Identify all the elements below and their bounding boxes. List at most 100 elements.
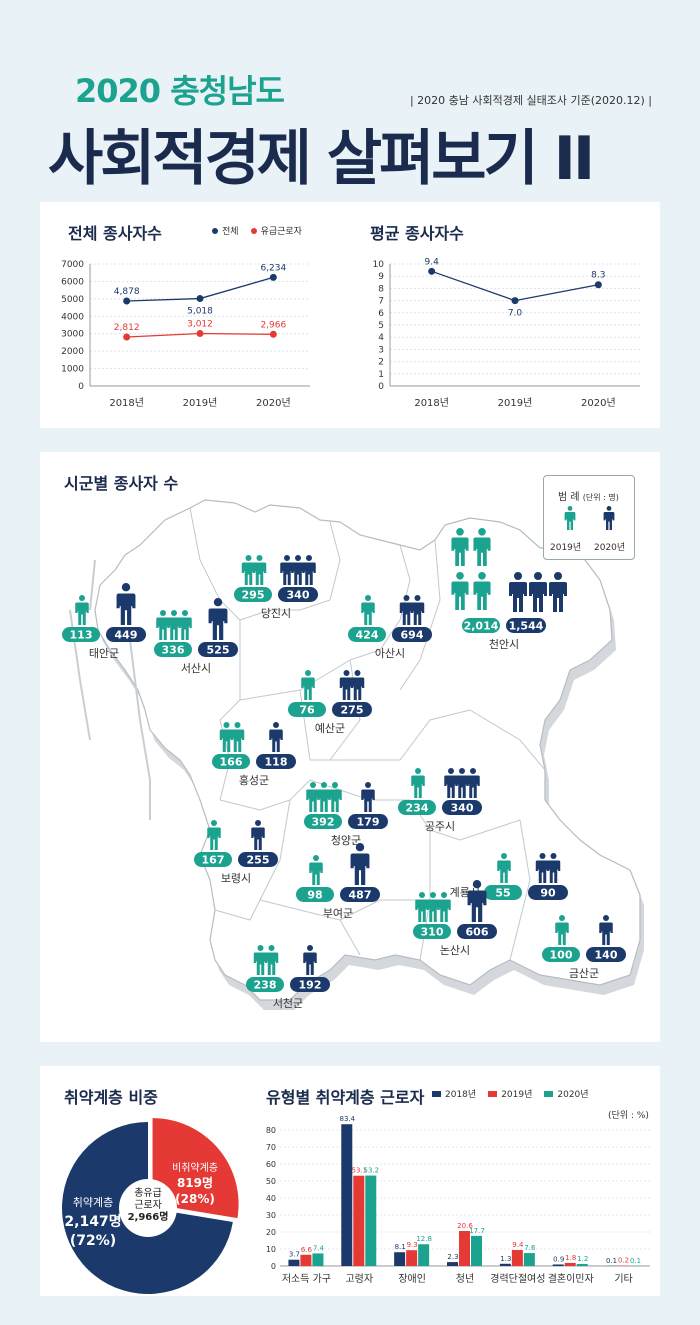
chart-vulnerable-types: 0 10 20 30 40 50 60 70 80 3.76.6 7.4 저소득 가구 83.4 53.1… [266,1115,650,1285]
person-icon [264,945,279,975]
x-tick-label: 2020년 [256,397,291,409]
data-point [196,330,204,338]
region-taean: 113 449 태안군 [62,583,146,660]
total-legend: 전체 유급근로자 [212,224,302,237]
pill-2019 [348,627,386,642]
person-icon [350,670,365,700]
y-tick-label: 1 [378,370,384,380]
person-icon [156,610,170,640]
y-tick-label: 9 [378,272,384,282]
bottom-charts-panel: 취약계층 비중 유형별 취약계층 근로자 2018년 2019년 2020년 (… [40,1066,660,1296]
data-point [269,273,277,281]
pill-2020 [528,885,568,900]
map-legend: 범 례 (단위 : 명) 2019년 2020년 [543,475,635,560]
pill-2020 [332,702,372,717]
legend-dot-red [250,227,257,234]
person-icon [269,722,283,752]
region-cheongyang: 392 179 청양군 [304,782,388,847]
person-icon [303,945,317,975]
data-label: 5,018 [187,307,213,317]
pie-slice-nonvulnerable [152,1118,239,1219]
pill-2019 [304,814,342,829]
person-icon [241,555,256,585]
bar [394,1252,406,1266]
pie-label-value: 819명 [177,1176,213,1190]
person-icon [230,722,245,752]
y-tick-label: 2 [378,358,384,368]
value-2020: 340 [451,802,474,815]
value-2019: 167 [202,854,225,867]
y-tick-label: 5 [378,321,384,331]
bar [511,1250,523,1266]
data-point [511,297,519,305]
pill-2020 [278,587,318,602]
y-tick-label: 6 [378,309,384,319]
data-label: 3,012 [187,320,213,330]
y-tick-label: 4 [378,333,384,343]
pill-2020 [256,754,296,769]
value-2020: 1,544 [509,620,544,633]
region-border [299,689,360,761]
pill-2020 [348,814,388,829]
x-tick-label: 장애인 [398,1273,426,1285]
line-charts-panel: 전체 종사자수 전체 유급근로자 평균 종사자수 0 1000 2000 3000 40… [40,202,660,428]
value-2020: 255 [247,854,270,867]
region-name: 공주시 [425,820,455,833]
legend-person-teal-icon [564,506,576,530]
value-2020: 525 [207,644,230,657]
pill-2020 [340,887,380,902]
data-point [269,330,277,338]
bar-data-label: 1.8 [565,1254,576,1262]
person-icon [207,820,221,850]
page-title: 사회적경제 살펴보기 II [48,124,595,194]
bar [523,1253,535,1266]
value-2020: 118 [265,756,288,769]
region-nonsan: 310 606 논산시 [413,880,497,957]
legend-person-navy-icon [603,506,615,530]
y-tick-label: 0 [271,1262,276,1271]
value-2019: 100 [550,949,573,962]
data-label: 2,966 [260,320,286,330]
bar [471,1235,482,1266]
pill-2020 [238,852,278,867]
region-border [429,819,521,841]
person-icon [251,820,265,850]
region-asan: 424 694 아산시 [348,595,432,660]
person-icon [252,555,267,585]
map-legend-label-2020: 2020년 [594,543,626,553]
data-label: 7.0 [508,309,523,319]
bar [576,1263,588,1266]
person-icon [410,595,425,625]
legend-label-paid: 유급근로자 [260,227,302,237]
region-geumsan: 100 140 금산군 [542,915,626,980]
bar-data-label: 7.4 [313,1244,325,1252]
person-icon [497,853,511,883]
x-tick-label: 2020년 [581,397,616,409]
person-icon [399,595,414,625]
value-2020: 694 [401,629,424,642]
data-label: 2,812 [114,323,140,333]
bar-legend-swatch-navy [432,1090,441,1097]
data-point [428,267,436,275]
value-2020: 275 [341,704,364,717]
x-tick-label: 결혼이민자 [548,1272,594,1285]
map-legend-unit: (단위 : 명) [582,493,619,502]
y-tick-label: 3 [378,345,384,355]
pie-center [119,1179,177,1237]
pie-label-pct: (72%) [70,1233,116,1249]
y-tick-label: 20 [266,1228,276,1237]
bar-legend: 2018년 2019년 2020년 [432,1087,589,1100]
person-icon [451,572,469,610]
region-name: 논산시 [440,944,470,957]
pie-label-name: 취약계층 [73,1195,113,1209]
value-2020: 192 [299,979,322,992]
bar-unit: (단위 : %) [608,1111,649,1121]
region-name: 태안군 [89,647,119,660]
bar-data-label: 1.2 [577,1255,588,1263]
value-2019: 234 [406,802,429,815]
pie-label-name: 비취약계층 [172,1162,218,1174]
x-tick-label: 기타 [614,1273,632,1285]
header-subtitle: 2020 충청남도 [75,72,285,110]
